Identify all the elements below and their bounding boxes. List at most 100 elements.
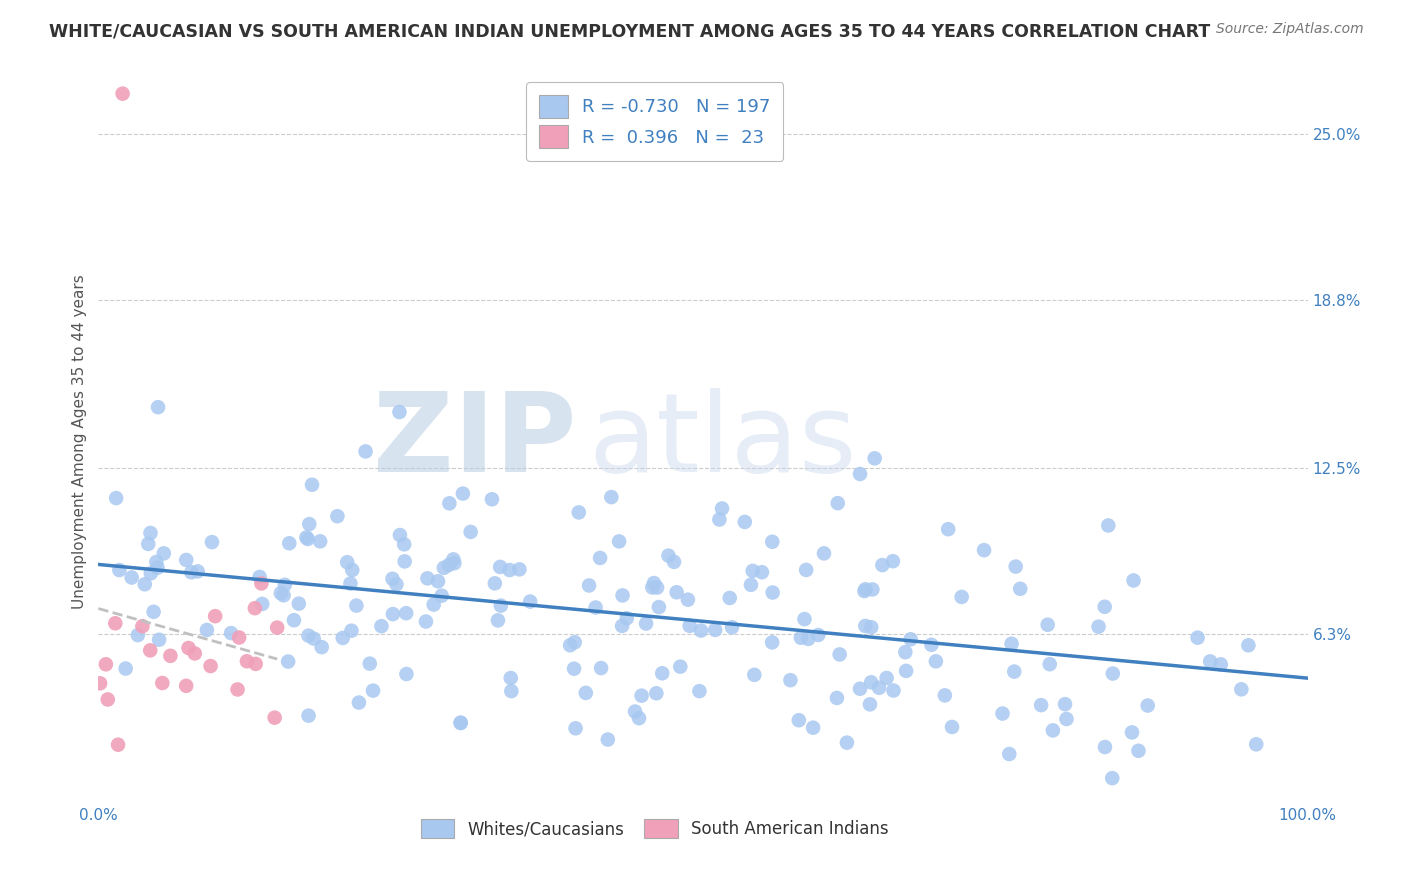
Point <box>1121 725 1143 739</box>
Point <box>740 578 762 592</box>
Point <box>1087 620 1109 634</box>
Point <box>657 549 679 563</box>
Point <box>741 564 763 578</box>
Point <box>451 486 474 500</box>
Point <box>146 400 169 414</box>
Point <box>950 590 973 604</box>
Legend: Whites/Caucasians, South American Indians: Whites/Caucasians, South American Indian… <box>413 813 896 845</box>
Point <box>813 546 835 560</box>
Point <box>1010 582 1032 596</box>
Point <box>200 659 222 673</box>
Point <box>187 565 209 579</box>
Point <box>859 698 882 712</box>
Point <box>1097 518 1119 533</box>
Point <box>184 647 207 661</box>
Y-axis label: Unemployment Among Ages 35 to 44 years: Unemployment Among Ages 35 to 44 years <box>72 274 87 609</box>
Point <box>394 554 416 568</box>
Point <box>575 686 598 700</box>
Point <box>648 600 671 615</box>
Point <box>236 654 259 668</box>
Point <box>711 501 734 516</box>
Point <box>1128 744 1150 758</box>
Point <box>94 657 117 672</box>
Point <box>288 597 311 611</box>
Point <box>278 536 301 550</box>
Point <box>388 528 411 542</box>
Point <box>427 574 450 589</box>
Text: WHITE/CAUCASIAN VS SOUTH AMERICAN INDIAN UNEMPLOYMENT AMONG AGES 35 TO 44 YEARS : WHITE/CAUCASIAN VS SOUTH AMERICAN INDIAN… <box>49 22 1211 40</box>
Point <box>460 524 482 539</box>
Point <box>863 451 886 466</box>
Point <box>347 696 370 710</box>
Point <box>973 543 995 558</box>
Point <box>676 592 699 607</box>
Point <box>1237 638 1260 652</box>
Point <box>596 732 619 747</box>
Point <box>882 683 904 698</box>
Point <box>794 563 817 577</box>
Point <box>245 657 267 671</box>
Point <box>734 515 756 529</box>
Point <box>643 576 665 591</box>
Point <box>489 560 512 574</box>
Point <box>519 594 541 608</box>
Point <box>430 589 453 603</box>
Point <box>607 534 630 549</box>
Point <box>359 657 381 671</box>
Point <box>283 613 305 627</box>
Point <box>108 563 131 577</box>
Point <box>107 738 129 752</box>
Point <box>270 586 292 600</box>
Point <box>688 684 710 698</box>
Point <box>134 577 156 591</box>
Point <box>332 631 354 645</box>
Point <box>616 611 638 625</box>
Point <box>273 588 295 602</box>
Point <box>624 705 647 719</box>
Point <box>97 692 120 706</box>
Point <box>243 601 266 615</box>
Point <box>274 578 297 592</box>
Point <box>416 571 439 585</box>
Point <box>486 614 509 628</box>
Point <box>484 576 506 591</box>
Point <box>297 532 319 546</box>
Point <box>180 566 202 580</box>
Point <box>827 496 849 510</box>
Point <box>721 620 744 634</box>
Point <box>801 721 824 735</box>
Point <box>849 681 872 696</box>
Point <box>114 661 136 675</box>
Point <box>936 522 959 536</box>
Point <box>354 444 377 458</box>
Point <box>679 619 702 633</box>
Point <box>630 689 652 703</box>
Point <box>853 584 876 599</box>
Point <box>498 563 520 577</box>
Point <box>627 711 650 725</box>
Point <box>249 570 271 584</box>
Point <box>266 621 288 635</box>
Point <box>104 616 127 631</box>
Point <box>439 496 461 510</box>
Point <box>450 715 472 730</box>
Point <box>1056 712 1078 726</box>
Point <box>589 551 612 566</box>
Point <box>146 560 169 574</box>
Point <box>422 598 444 612</box>
Point <box>159 648 181 663</box>
Point <box>297 629 319 643</box>
Point <box>662 555 685 569</box>
Point <box>433 561 456 575</box>
Point <box>340 624 363 638</box>
Point <box>797 632 820 646</box>
Point <box>219 626 242 640</box>
Point <box>226 682 249 697</box>
Point <box>825 690 848 705</box>
Point <box>876 671 898 685</box>
Point <box>481 492 503 507</box>
Point <box>385 577 408 591</box>
Point <box>1029 698 1052 712</box>
Point <box>336 555 359 569</box>
Point <box>1004 559 1026 574</box>
